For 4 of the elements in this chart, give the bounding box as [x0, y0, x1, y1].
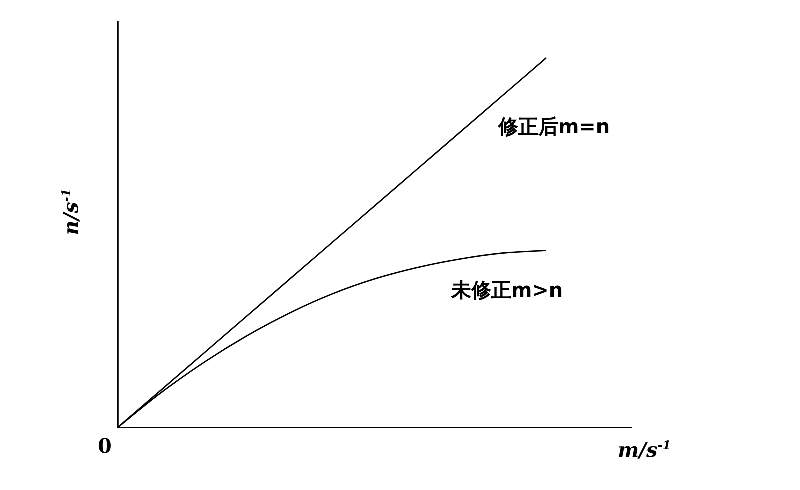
x-axis-title: m/s$^{-1}$	[618, 438, 672, 462]
series-label: 修正后m=n	[497, 114, 610, 138]
series-label: 未修正m>n	[450, 278, 564, 302]
text: 0	[98, 434, 112, 458]
